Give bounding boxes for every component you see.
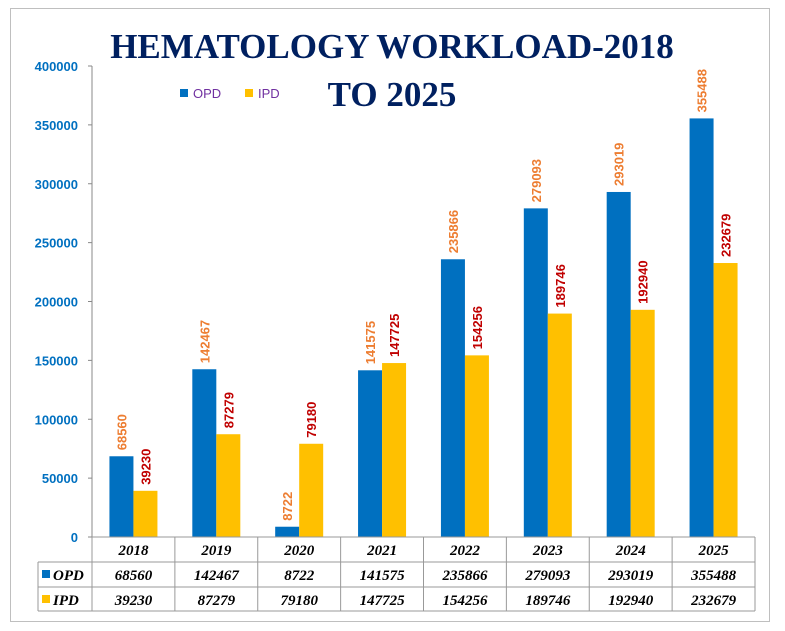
table-series-label: IPD (52, 593, 79, 609)
bar-opd-2021 (358, 370, 383, 537)
table-category: 2024 (615, 543, 647, 559)
table-value-opd: 8722 (284, 568, 315, 584)
bar-ipd-2022 (464, 355, 489, 537)
y-tick-label: 100000 (35, 412, 78, 427)
data-label-opd: 68560 (114, 414, 129, 450)
data-label-opd: 235866 (446, 210, 461, 253)
bar-ipd-2025 (713, 263, 738, 537)
data-label-opd: 141575 (363, 321, 378, 364)
data-label-opd: 355488 (695, 69, 710, 112)
bar-opd-2020 (275, 526, 300, 537)
data-label-ipd: 39230 (138, 449, 153, 485)
table-value-opd: 279093 (524, 568, 571, 584)
table-value-opd: 141575 (360, 568, 406, 584)
y-tick-label: 150000 (35, 353, 78, 368)
table-value-opd: 293019 (607, 568, 654, 584)
y-tick-label: 0 (71, 530, 78, 545)
data-label-ipd: 87279 (221, 392, 236, 428)
bar-ipd-2019 (216, 434, 241, 537)
legend-label-ipd: IPD (258, 86, 280, 101)
table-category: 2020 (283, 543, 315, 559)
bar-opd-2025 (689, 118, 714, 538)
bar-ipd-2021 (382, 363, 407, 537)
table-category: 2019 (200, 543, 232, 559)
data-label-opd: 279093 (529, 159, 544, 202)
table-value-ipd: 154256 (442, 593, 488, 609)
bar-opd-2018 (109, 456, 134, 537)
legend-swatch-ipd (245, 89, 253, 97)
data-label-ipd: 147725 (387, 314, 402, 357)
y-tick-label: 250000 (35, 236, 78, 251)
table-category: 2022 (449, 543, 481, 559)
table-value-opd: 235866 (441, 568, 488, 584)
table-value-opd: 355488 (690, 568, 737, 584)
y-tick-label: 400000 (35, 59, 78, 74)
table-category: 2025 (698, 543, 730, 559)
table-value-ipd: 189746 (525, 593, 571, 609)
legend-label-opd: OPD (193, 86, 221, 101)
data-label-opd: 8722 (280, 492, 295, 521)
table-legend-swatch-opd (42, 570, 50, 578)
table-value-ipd: 87279 (198, 593, 236, 609)
table-value-opd: 68560 (115, 568, 153, 584)
data-label-ipd: 189746 (553, 264, 568, 307)
y-tick-label: 200000 (35, 295, 78, 310)
data-label-opd: 142467 (197, 320, 212, 363)
table-category: 2021 (366, 543, 397, 559)
table-series-label: OPD (53, 568, 84, 584)
bar-ipd-2023 (547, 313, 572, 537)
y-tick-label: 350000 (35, 118, 78, 133)
legend-swatch-opd (180, 89, 188, 97)
table-value-opd: 142467 (194, 568, 240, 584)
table-value-ipd: 39230 (114, 593, 153, 609)
chart-title-line1: HEMATOLOGY WORKLOAD-2018 (110, 27, 674, 66)
bar-ipd-2018 (133, 490, 158, 537)
table-value-ipd: 232679 (690, 593, 737, 609)
table-value-ipd: 147725 (360, 593, 406, 609)
bar-opd-2024 (606, 191, 631, 537)
y-tick-label: 50000 (42, 471, 78, 486)
bar-ipd-2024 (630, 309, 655, 537)
table-value-ipd: 79180 (280, 593, 318, 609)
table-category: 2023 (532, 543, 564, 559)
chart-frame (10, 8, 770, 622)
data-label-ipd: 192940 (636, 260, 651, 303)
data-label-ipd: 154256 (470, 306, 485, 349)
data-label-ipd: 79180 (304, 402, 319, 438)
data-label-ipd: 232679 (719, 214, 734, 257)
bar-ipd-2020 (299, 443, 324, 537)
table-value-ipd: 192940 (608, 593, 654, 609)
y-tick-label: 300000 (35, 177, 78, 192)
chart-title-line2: TO 2025 (328, 75, 457, 114)
bar-opd-2019 (192, 369, 217, 537)
table-category: 2018 (117, 543, 149, 559)
data-label-opd: 293019 (612, 143, 627, 186)
bar-opd-2022 (440, 259, 465, 537)
table-legend-swatch-ipd (42, 595, 50, 603)
bar-opd-2023 (523, 208, 548, 538)
